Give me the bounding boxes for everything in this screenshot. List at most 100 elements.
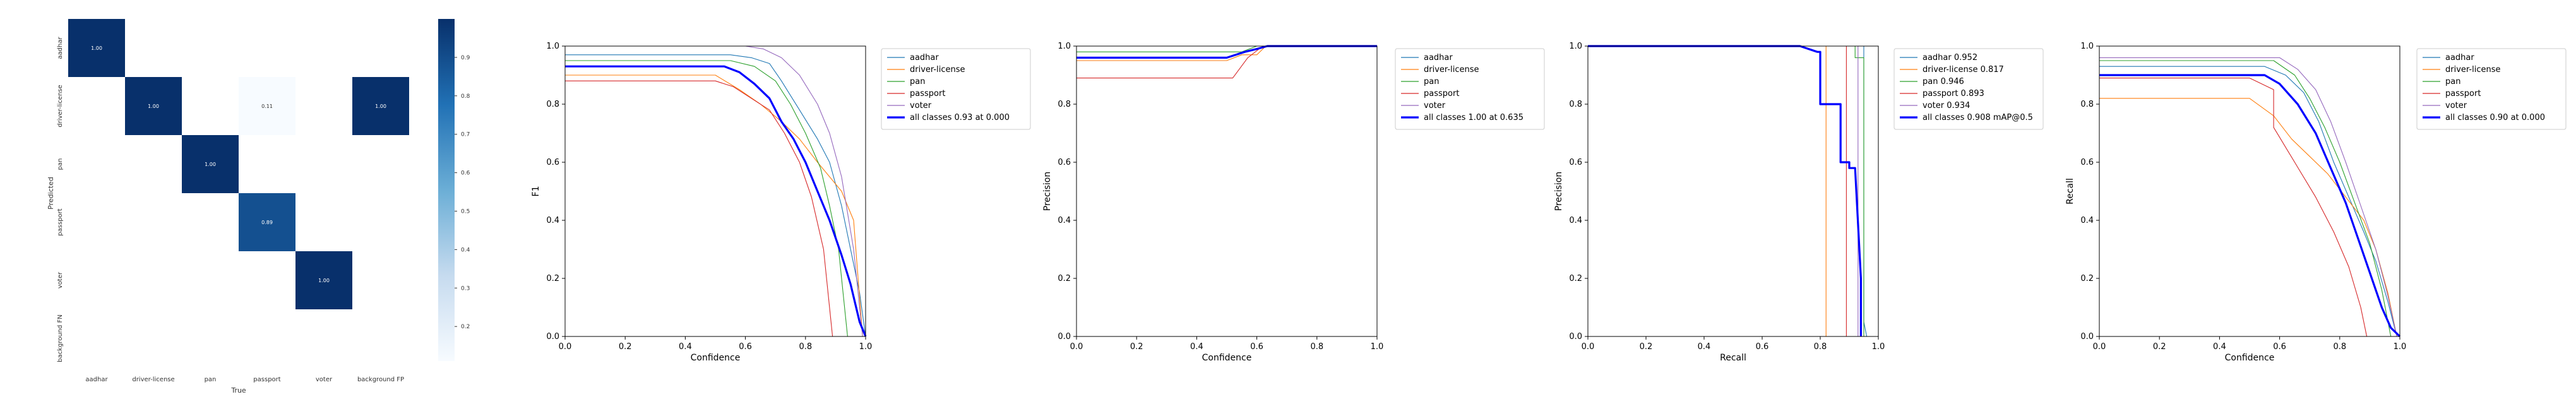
series-line [565,74,863,337]
y-tick-label: 0.2 [2080,274,2094,283]
y-tick-label: 0.6 [1569,158,1582,167]
series-line [2099,60,2392,337]
series-line [565,45,863,337]
plot-frame [564,45,866,337]
series-line [1588,45,1864,336]
series-line [2099,98,2397,337]
y-tick-label: passport [57,208,64,235]
series-line [2099,74,2401,338]
series-line [2099,57,2397,337]
y-tick-label: background FN [57,314,64,362]
x-tick-label: 0.4 [1190,342,1203,352]
y-tick-label: 0.8 [1569,100,1582,109]
legend-entry: pan [910,77,925,86]
x-tick-label: 1.0 [2394,342,2407,352]
heatmap-cell [239,77,295,135]
legend-entry: driver-license [2445,65,2500,74]
x-tick-label: pan [205,376,217,383]
legend-entry: voter [910,101,932,110]
colorbar [438,19,455,361]
legend-entry: passport 0.893 [1923,89,1984,98]
y-tick-label: 0.8 [1058,100,1071,109]
legend-entry: voter [1424,101,1446,110]
y-axis-label: F1 [531,186,541,197]
y-tick-label: voter [57,271,64,288]
x-tick-label: 0.0 [559,342,572,352]
y-tick-label: 0.6 [1058,158,1071,167]
x-axis-label: Confidence [691,353,741,363]
x-tick-label: 0.6 [739,342,752,352]
heatmap-cell [239,193,295,251]
legend-entry: passport [1424,89,1459,98]
series-line [2099,78,2368,337]
x-tick-label: 1.0 [1872,342,1885,352]
series-line [565,54,866,337]
y-tick-label: 0.2 [1569,274,1582,283]
y-tick-label: 0.0 [1058,332,1071,342]
legend-entry: all classes 0.93 at 0.000 [910,113,1010,122]
series-line [1588,45,1859,336]
heatmap-cell [352,77,409,135]
legend-entry: driver-license 0.817 [1923,65,2004,74]
colorbar-tick-label: 0.8 [461,93,470,100]
y-tick-label: 0.2 [1058,274,1071,283]
y-tick-label: 0.0 [1569,332,1582,342]
y-tick-label: pan [57,158,64,170]
y-tick-label: 1.0 [1058,42,1071,51]
series-line [565,60,848,337]
x-tick-label: 0.4 [1698,342,1711,352]
heatmap-cell-label: 0.11 [261,104,273,109]
x-tick-label: 0.2 [2153,342,2166,352]
legend-entry: all classes 0.90 at 0.000 [2445,113,2545,122]
curve-panel: 0.0 0.2 0.4 0.6 0.8 1.0 0.0 0.2 0.4 0.6 0.8 1.0 Reca… [1554,42,2044,363]
x-tick-label: 0.0 [1582,342,1595,352]
series-line [1588,45,1862,336]
legend-entry: pan 0.946 [1923,77,1964,86]
legend-box [2416,48,2567,130]
y-tick-label: 0.4 [1569,216,1582,225]
x-tick-label: 0.4 [2213,342,2226,352]
y-tick-label: 0.4 [2080,216,2094,225]
y-tick-label: 0.4 [546,216,559,225]
legend-entry: driver-license [1424,65,1479,74]
heatmap-cell-label: 1.00 [91,45,102,51]
x-axis-label: True [230,386,246,395]
x-tick-label: 0.4 [679,342,692,352]
series-line [1076,45,1377,79]
y-tick-label: 1.0 [2080,42,2094,51]
heatmap-cell-label: 1.00 [318,278,330,283]
curve-panel: 0.0 0.2 0.4 0.6 0.8 1.0 0.0 0.2 0.4 0.6 0.8 1.0 Conf… [1042,42,1545,363]
series-line [1588,45,1847,336]
x-axis-label: Confidence [1202,353,1252,363]
legend-entry: aadhar [910,53,939,62]
series-line [565,80,833,337]
colorbar-tick-label: 0.2 [461,324,470,330]
x-tick-label: 0.2 [1130,342,1143,352]
y-tick-label: driver-license [57,85,64,127]
plot-frame [1587,45,1879,337]
x-tick-label: 0.6 [1250,342,1263,352]
x-axis-label: Confidence [2225,353,2275,363]
y-axis-label: Precision [1042,172,1052,211]
series-line [1588,45,1868,337]
x-tick-label: 0.8 [1310,342,1323,352]
colorbar-tick-label: 0.6 [461,170,470,177]
confusion-matrix: 1.00 1.00 0.11 1.00 1.00 0.89 1.00 aadhar driver… [47,19,470,395]
heatmap-cell-label: 1.00 [375,104,386,109]
x-tick-label: aadhar [85,376,108,383]
y-tick-label: 0.0 [2080,332,2094,342]
y-axis-label: Predicted [47,177,55,210]
legend-entry: all classes 1.00 at 0.635 [1424,113,1524,122]
x-tick-label: voter [316,376,333,383]
series-line [1588,45,1827,336]
legend-entry: driver-license [910,65,965,74]
x-tick-label: 0.2 [619,342,632,352]
y-tick-label: aadhar [57,37,64,59]
heatmap-cell-label: 1.00 [148,104,159,109]
legend-box [1395,48,1545,130]
x-tick-label: background FP [357,376,404,383]
colorbar-tick-label: 0.9 [461,55,470,61]
legend-entry: aadhar 0.952 [1923,53,1977,62]
legend-entry: voter 0.934 [1923,101,1970,110]
